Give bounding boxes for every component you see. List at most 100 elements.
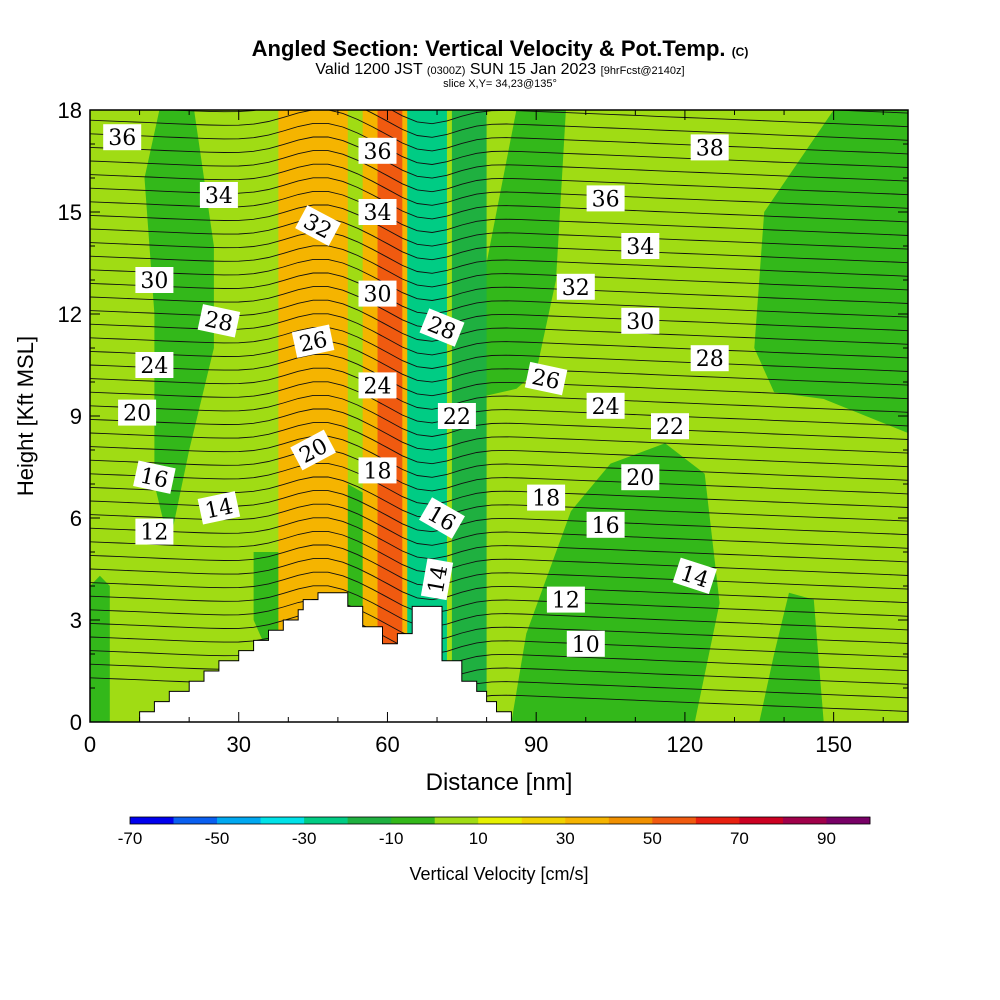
isentrope-line (90, 422, 908, 468)
colorbar-tick-label: -70 (118, 829, 143, 848)
x-tick-label: 0 (84, 732, 96, 757)
x-tick-label: 90 (524, 732, 548, 757)
descent-region (754, 110, 908, 433)
isentrope-line (90, 381, 908, 427)
isentrope-line (90, 503, 908, 549)
theta-label: 22 (651, 413, 689, 440)
isentrope-line (90, 394, 908, 440)
theta-label-text: 22 (656, 415, 684, 440)
theta-label-text: 26 (529, 365, 562, 395)
isentrope-line (90, 626, 908, 672)
theta-label: 22 (437, 403, 476, 430)
theta-label-text: 18 (532, 487, 560, 512)
isentrope-line (90, 639, 908, 685)
colorbar-swatch (217, 817, 261, 824)
theta-label: 10 (566, 630, 605, 658)
theta-label-text: 14 (203, 494, 236, 524)
chart-title: Angled Section: Vertical Velocity & Pot.… (0, 36, 1000, 62)
y-tick-label: 6 (70, 506, 82, 531)
theta-label: 36 (586, 185, 625, 212)
colorbar-frame (129, 816, 871, 825)
colorbar-swatch (826, 817, 871, 824)
theta-label-box (103, 124, 142, 151)
x-tick-label: 120 (667, 732, 704, 757)
theta-label-box (621, 307, 660, 334)
theta-label-text: 36 (364, 140, 392, 165)
theta-label: 24 (586, 392, 625, 420)
colorbar-tick-label: 50 (643, 829, 662, 848)
theta-label-text: 24 (364, 374, 392, 399)
theta-label: 28 (197, 304, 241, 338)
theta-label-box (135, 352, 174, 378)
theta-label-box (586, 185, 625, 212)
colorbar-tick-label: -10 (379, 829, 404, 848)
colorbar-swatch (565, 817, 610, 824)
theta-label-text: 36 (592, 187, 620, 212)
theta-label-text: 34 (205, 184, 233, 209)
theta-label-box (556, 273, 595, 300)
theta-label-text: 12 (552, 589, 580, 614)
theta-label-box (621, 233, 660, 259)
theta-label: 18 (358, 457, 397, 484)
plot-area: 3634302824201614123226203634302418281614… (90, 55, 908, 722)
theta-label-text: 30 (364, 283, 392, 308)
colorbar-swatch (304, 817, 349, 824)
slice-info: slice X,Y= 34,23@135° (443, 78, 557, 90)
theta-label: 16 (133, 460, 176, 494)
isentrope-line (90, 408, 908, 454)
theta-label: 34 (358, 199, 397, 226)
theta-label: 34 (621, 233, 660, 260)
descent-region (759, 592, 824, 722)
theta-label-text: 10 (572, 633, 600, 658)
theta-label-box (566, 630, 605, 657)
theta-label: 26 (291, 324, 335, 358)
isentrope-line (427, 110, 908, 114)
theta-label: 20 (118, 399, 157, 427)
theta-label: 36 (103, 124, 142, 151)
colorbar-tick-label: 10 (469, 829, 488, 848)
x-tick-label: 30 (226, 732, 250, 757)
theta-label-box (621, 464, 660, 491)
isentrope-line (90, 122, 908, 168)
colorbar-tick-label: 30 (556, 829, 575, 848)
colorbar-swatch (652, 817, 697, 824)
theta-label: 14 (420, 558, 454, 601)
theta-label-box (358, 372, 397, 399)
y-axis-label: Height [Kft MSL] (13, 336, 38, 496)
theta-label-box (295, 205, 341, 246)
isentrope-line (90, 476, 908, 522)
colorbar-swatch (173, 817, 218, 824)
theta-label-text: 26 (297, 328, 330, 358)
colorbar-swatch (434, 817, 479, 824)
theta-label-text: 16 (592, 514, 620, 539)
theta-label: 30 (621, 307, 660, 335)
colorbar-swatch (782, 817, 827, 824)
isentrope-line (90, 558, 908, 604)
theta-label: 12 (135, 518, 174, 546)
theta-label: 28 (690, 345, 729, 372)
theta-label-box (133, 460, 176, 494)
theta-label-box (135, 267, 174, 293)
theta-label-box (437, 403, 476, 429)
colorbar-swatch (608, 817, 653, 824)
theta-label-box (524, 361, 568, 396)
theta-label-box (420, 558, 454, 601)
theta-label-box (197, 491, 241, 525)
isentrope-line (90, 530, 908, 576)
y-tick-label: 3 (70, 608, 82, 633)
y-tick-label: 12 (58, 302, 82, 327)
colorbar-swatch (695, 817, 740, 824)
colorbar-label: Vertical Velocity [cm/s] (409, 864, 588, 884)
theta-label: 24 (135, 352, 174, 379)
y-tick-label: 15 (58, 200, 82, 225)
isentrope-line (90, 585, 908, 631)
theta-label-text: 18 (364, 459, 392, 484)
isentrope-line (90, 55, 908, 99)
theta-label-text: 20 (123, 402, 151, 427)
valid-time: Valid 1200 JST (315, 61, 423, 78)
isentrope-line (90, 435, 908, 481)
theta-label-box (358, 137, 397, 164)
theta-label-box (199, 182, 238, 208)
y-tick-label: 9 (70, 404, 82, 429)
isentrope-line (90, 163, 908, 209)
